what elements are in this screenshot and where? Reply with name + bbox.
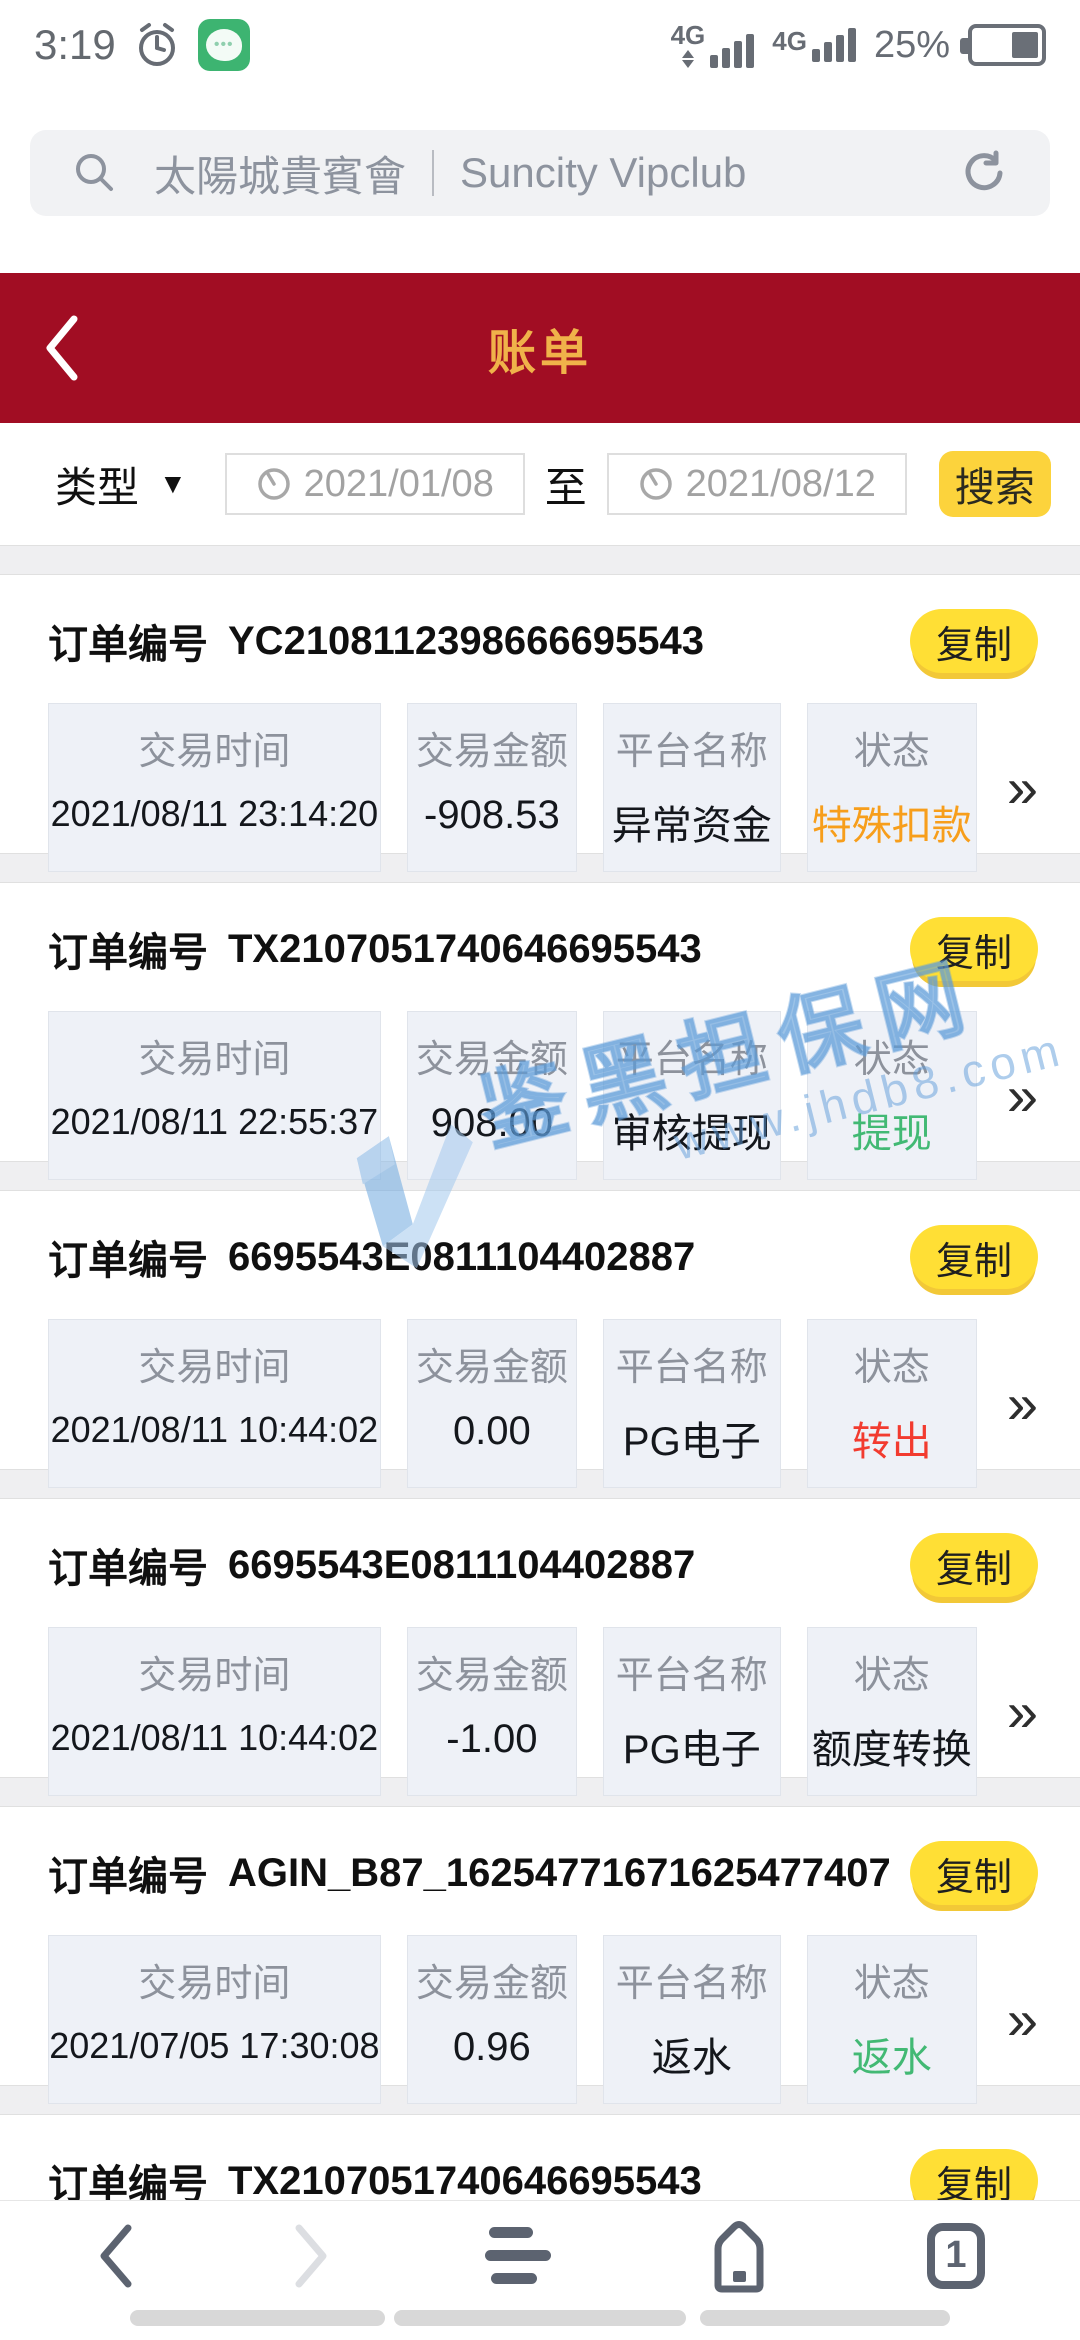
cell-platform-name: 平台名称 审核提现	[602, 1011, 781, 1180]
search-button[interactable]: 搜索	[938, 451, 1051, 517]
cell-status: 状态 提现	[806, 1011, 977, 1180]
cell-transaction-time: 交易时间 2021/07/05 17:30:08	[48, 1935, 381, 2104]
status-bar: 3:19 ••• 4G 4G 25%	[0, 0, 1080, 90]
cell-status: 状态 特殊扣款	[806, 703, 977, 872]
order-id-value: TX2107051740646695543	[228, 2158, 702, 2203]
refresh-icon[interactable]	[960, 149, 1008, 197]
home-icon[interactable]	[704, 2219, 774, 2293]
order-id-value: AGIN_B87_16254771671625477407	[228, 1850, 891, 1895]
cell-status: 状态 额度转换	[806, 1627, 977, 1796]
date-from-input[interactable]: 2021/01/08	[224, 453, 525, 515]
battery-percent: 25%	[873, 23, 950, 66]
cell-transaction-time: 交易时间 2021/08/11 22:55:37	[48, 1011, 381, 1180]
copy-button[interactable]: 复制	[909, 609, 1038, 673]
signal-icon: 4G	[772, 28, 856, 62]
search-icon	[76, 154, 113, 191]
more-icon[interactable]: »	[1006, 1371, 1038, 1435]
cell-transaction-amount: 交易金额 -1.00	[406, 1627, 577, 1796]
page-title: 账单	[487, 327, 592, 380]
cell-platform-name: 平台名称 异常资金	[602, 703, 781, 872]
cell-transaction-amount: 交易金额 -908.53	[406, 703, 577, 872]
cell-transaction-amount: 交易金额 0.96	[406, 1935, 577, 2104]
order-id-label: 订单编号	[48, 1855, 208, 1899]
cell-platform-name: 平台名称 PG电子	[602, 1319, 781, 1488]
more-icon[interactable]: »	[1006, 755, 1038, 819]
cell-status: 状态 返水	[806, 1935, 977, 2104]
date-from-value: 2021/01/08	[303, 462, 494, 505]
order-id-label: 订单编号	[48, 623, 208, 667]
clock-icon	[639, 468, 672, 500]
menu-icon[interactable]	[485, 2227, 551, 2284]
nav-forward-icon	[295, 2224, 327, 2287]
order-id-value: TX2107051740646695543	[228, 926, 702, 971]
cell-transaction-time: 交易时间 2021/08/11 10:44:02	[48, 1319, 381, 1488]
copy-button[interactable]: 复制	[909, 1841, 1038, 1905]
tabs-icon[interactable]: 1	[927, 2222, 985, 2289]
search-input[interactable]: 太陽城貴賓會 Suncity Vipclub	[30, 130, 1050, 216]
back-arrow-icon[interactable]	[40, 273, 84, 423]
battery-icon	[960, 24, 1046, 66]
order-card[interactable]: 订单编号 TX2107051740646695543 复制 交易时间 2021/0…	[0, 883, 1080, 1180]
browser-search-row: 太陽城貴賓會 Suncity Vipclub	[0, 130, 1080, 273]
signal-icon: 4G	[671, 22, 755, 68]
order-id-value: 6695543E0811104402887	[228, 1542, 696, 1587]
copy-button[interactable]: 复制	[909, 1533, 1038, 1597]
order-id-label: 订单编号	[48, 2163, 208, 2207]
order-card[interactable]: 订单编号 6695543E0811104402887 复制 交易时间 2021/0…	[0, 1499, 1080, 1796]
site-name-cn: 太陽城貴賓會	[154, 152, 407, 200]
filter-bar: 类型 ▼ 2021/01/08 至 2021/08/12 搜索	[0, 423, 1080, 545]
order-card[interactable]: 订单编号 6695543E0811104402887 复制 交易时间 2021/0…	[0, 1191, 1080, 1488]
order-id-value: YC2108112398666695543	[228, 618, 705, 663]
order-id-label: 订单编号	[48, 1547, 208, 1591]
order-card[interactable]: 订单编号 YC2108112398666695543 复制 交易时间 2021/0…	[0, 575, 1080, 872]
caret-down-icon: ▼	[159, 468, 187, 499]
site-name-en: Suncity Vipclub	[460, 149, 747, 196]
type-dropdown[interactable]: 类型 ▼	[55, 463, 187, 511]
order-card[interactable]: 订单编号 AGIN_B87_16254771671625477407 复制 交易…	[0, 1807, 1080, 2104]
date-to-value: 2021/08/12	[685, 462, 876, 505]
cell-transaction-time: 交易时间 2021/08/11 23:14:20	[48, 703, 381, 872]
order-id-label: 订单编号	[48, 1239, 208, 1283]
home-indicator[interactable]	[0, 2306, 1080, 2340]
cell-transaction-time: 交易时间 2021/08/11 10:44:02	[48, 1627, 381, 1796]
cell-platform-name: 平台名称 返水	[602, 1935, 781, 2104]
cell-platform-name: 平台名称 PG电子	[602, 1627, 781, 1796]
nav-back-icon[interactable]	[95, 2223, 137, 2289]
tab-count: 1	[945, 2234, 967, 2276]
order-id-label: 订单编号	[48, 931, 208, 975]
more-icon[interactable]: »	[1006, 1987, 1038, 2051]
messenger-app-icon: •••	[197, 19, 250, 71]
clock-time: 3:19	[34, 21, 116, 68]
app-header: 账单	[0, 273, 1080, 423]
clock-icon	[257, 468, 290, 500]
cell-transaction-amount: 交易金额 0.00	[406, 1319, 577, 1488]
cell-transaction-amount: 交易金额 908.00	[406, 1011, 577, 1180]
separator	[432, 150, 435, 196]
copy-button[interactable]: 复制	[909, 917, 1038, 981]
order-list: 订单编号 YC2108112398666695543 复制 交易时间 2021/0…	[0, 545, 1080, 2340]
date-to-input[interactable]: 2021/08/12	[606, 453, 907, 515]
alarm-icon	[138, 23, 175, 66]
list-divider	[0, 545, 1080, 575]
cell-status: 状态 转出	[806, 1319, 977, 1488]
to-label: 至	[544, 463, 587, 511]
more-icon[interactable]: »	[1006, 1063, 1038, 1127]
more-icon[interactable]: »	[1006, 1679, 1038, 1743]
order-id-value: 6695543E0811104402887	[228, 1234, 696, 1279]
copy-button[interactable]: 复制	[909, 1225, 1038, 1289]
